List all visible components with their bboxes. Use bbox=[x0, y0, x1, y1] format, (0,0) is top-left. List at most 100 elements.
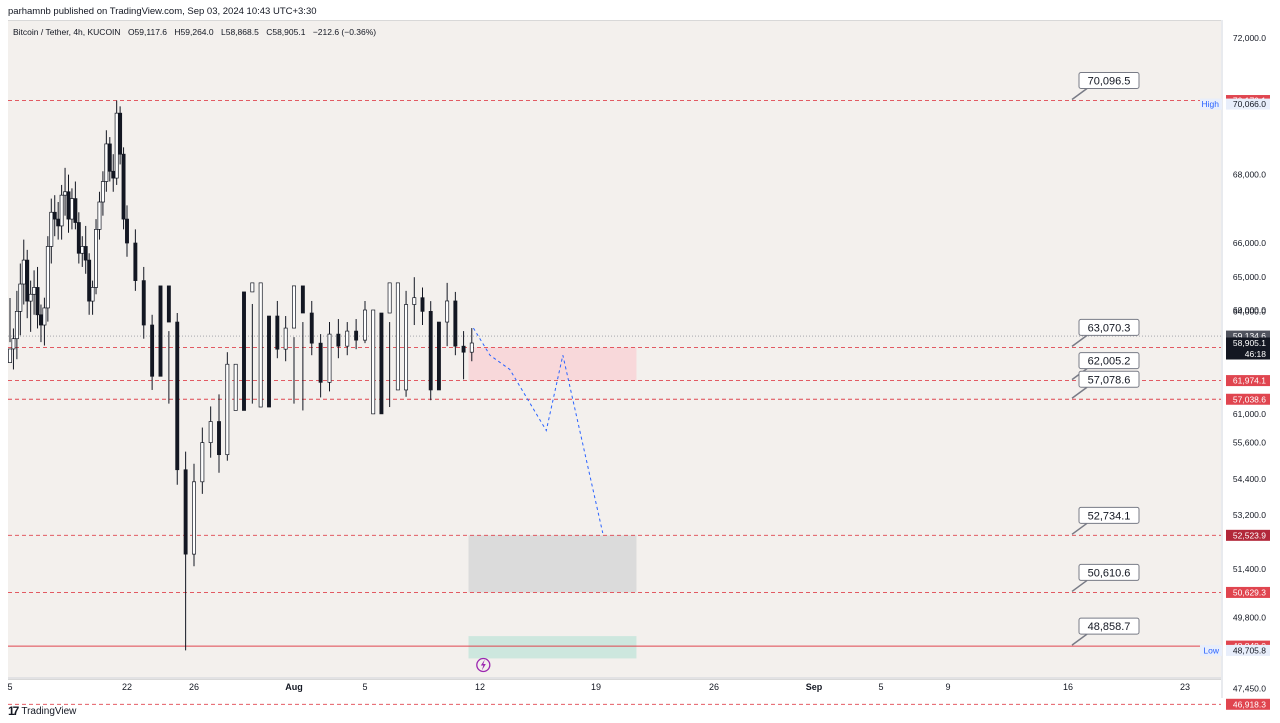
candle-body bbox=[66, 191, 71, 220]
price-tag-label: 70,066.0 bbox=[1233, 99, 1266, 109]
candle-body bbox=[90, 287, 95, 302]
callout-box bbox=[1078, 72, 1140, 90]
candle-body bbox=[371, 309, 376, 415]
callout-box bbox=[1078, 318, 1140, 336]
price-tag-box bbox=[1226, 698, 1270, 710]
price-tag-box bbox=[1226, 375, 1270, 387]
candle-body bbox=[133, 242, 138, 281]
legend-high: H59,264.0 bbox=[174, 27, 214, 37]
callout-pointer bbox=[1071, 334, 1088, 348]
lightning-bolt bbox=[480, 659, 486, 671]
candle-body bbox=[183, 469, 188, 555]
event-marker-ring bbox=[476, 657, 491, 673]
candle-body bbox=[141, 280, 146, 326]
y-tick-label: 54,400.0 bbox=[1233, 474, 1266, 484]
demand-zone bbox=[468, 535, 637, 593]
price-tag-box bbox=[1226, 330, 1270, 342]
legend-change: −212.6 (−0.36%) bbox=[312, 27, 377, 37]
candle-body bbox=[49, 211, 54, 247]
callout-label: 52,734.1 bbox=[1088, 510, 1131, 522]
callout-pointer bbox=[1071, 386, 1088, 399]
candle-body bbox=[436, 321, 441, 391]
callout: 50,610.6 bbox=[1071, 563, 1140, 593]
candle-body bbox=[292, 285, 296, 329]
y-tick-label: 49,800.0 bbox=[1233, 612, 1266, 622]
side-label-box bbox=[1200, 98, 1222, 110]
x-tick-label: Sep bbox=[806, 682, 823, 692]
callout: 63,070.3 bbox=[1071, 318, 1140, 348]
candle-body bbox=[275, 315, 280, 350]
callout-label: 63,070.3 bbox=[1088, 322, 1131, 334]
candle-body bbox=[354, 330, 359, 341]
side-label-box bbox=[1200, 644, 1222, 656]
y-tick-label: 60,000.0 bbox=[1233, 305, 1266, 315]
candle-body bbox=[39, 314, 43, 326]
supply-zone bbox=[468, 347, 637, 381]
callout: 62,005.2 bbox=[1071, 352, 1140, 381]
candle-body bbox=[100, 181, 105, 203]
y-tick-label: 64,000.0 bbox=[1233, 306, 1266, 316]
callout-box bbox=[1078, 617, 1140, 635]
candle-body bbox=[233, 363, 238, 411]
candle-body bbox=[76, 222, 81, 254]
price-tag-label: 61,974.1 bbox=[1233, 376, 1266, 386]
candle-body bbox=[336, 333, 341, 347]
candle-body bbox=[121, 153, 126, 220]
side-label: Low bbox=[1203, 645, 1219, 655]
candles-group bbox=[8, 100, 474, 651]
tradingview-footer[interactable]: 17 TradingView bbox=[8, 704, 76, 718]
candle-body bbox=[14, 311, 19, 340]
candle-body bbox=[111, 170, 116, 179]
x-tick-label: 9 bbox=[945, 682, 950, 692]
x-tick-label: 5 bbox=[7, 682, 12, 692]
tradingview-logo-icon: 17 bbox=[8, 704, 19, 718]
callout-pointer bbox=[1071, 579, 1088, 593]
x-tick-label: 26 bbox=[189, 682, 199, 692]
price-tag: 50,629.3 bbox=[1226, 586, 1270, 598]
candle-body bbox=[94, 229, 98, 288]
price-tag-box bbox=[1226, 586, 1270, 598]
price-tag-label: 50,629.3 bbox=[1233, 587, 1266, 597]
x-tick-label: 22 bbox=[122, 682, 132, 692]
candle-body bbox=[107, 143, 112, 172]
y-tick-label: 66,000.0 bbox=[1233, 238, 1266, 248]
price-tag: 70,066.0 High bbox=[1200, 98, 1270, 110]
candle-body bbox=[45, 246, 50, 309]
candle-body bbox=[327, 333, 332, 383]
candle-body bbox=[158, 285, 163, 377]
x-tick-label: 5 bbox=[362, 682, 367, 692]
projection-path bbox=[473, 327, 604, 534]
candle-body bbox=[208, 421, 213, 443]
candle-body bbox=[412, 297, 417, 305]
candle-body bbox=[118, 112, 123, 155]
publish-header: parhamnb published on TradingView.com, S… bbox=[0, 0, 1280, 22]
lightning-event-icon bbox=[476, 657, 491, 673]
callout-box bbox=[1078, 370, 1140, 388]
candle-body bbox=[469, 342, 474, 353]
callout: 52,734.1 bbox=[1071, 506, 1140, 535]
price-tag-box bbox=[1226, 98, 1270, 110]
price-tag: 58,905.146:18 bbox=[1226, 337, 1270, 360]
callout-pointer bbox=[1071, 87, 1088, 101]
price-tag-box bbox=[1226, 393, 1270, 405]
y-tick-label: 51,400.0 bbox=[1233, 564, 1266, 574]
candle-body bbox=[80, 246, 85, 254]
price-tag-label: 48,705.8 bbox=[1233, 645, 1266, 655]
candle-body bbox=[42, 307, 47, 326]
price-tag-box bbox=[1226, 337, 1270, 360]
y-tick-label: 68,000.0 bbox=[1233, 170, 1266, 180]
x-tick-label: 26 bbox=[709, 682, 719, 692]
countdown-label: 46:18 bbox=[1245, 349, 1267, 359]
candle-body bbox=[87, 259, 92, 302]
tradingview-brand: TradingView bbox=[21, 705, 77, 717]
candle-body bbox=[150, 324, 155, 377]
candle-body bbox=[217, 421, 221, 456]
callout-label: 57,078.6 bbox=[1088, 374, 1131, 386]
price-tag-label: 52,523.9 bbox=[1233, 530, 1266, 540]
candle-body bbox=[18, 283, 23, 312]
candle-body bbox=[59, 194, 64, 227]
candle-body bbox=[300, 285, 305, 314]
candle-body bbox=[83, 246, 88, 261]
candle-body bbox=[114, 112, 119, 179]
